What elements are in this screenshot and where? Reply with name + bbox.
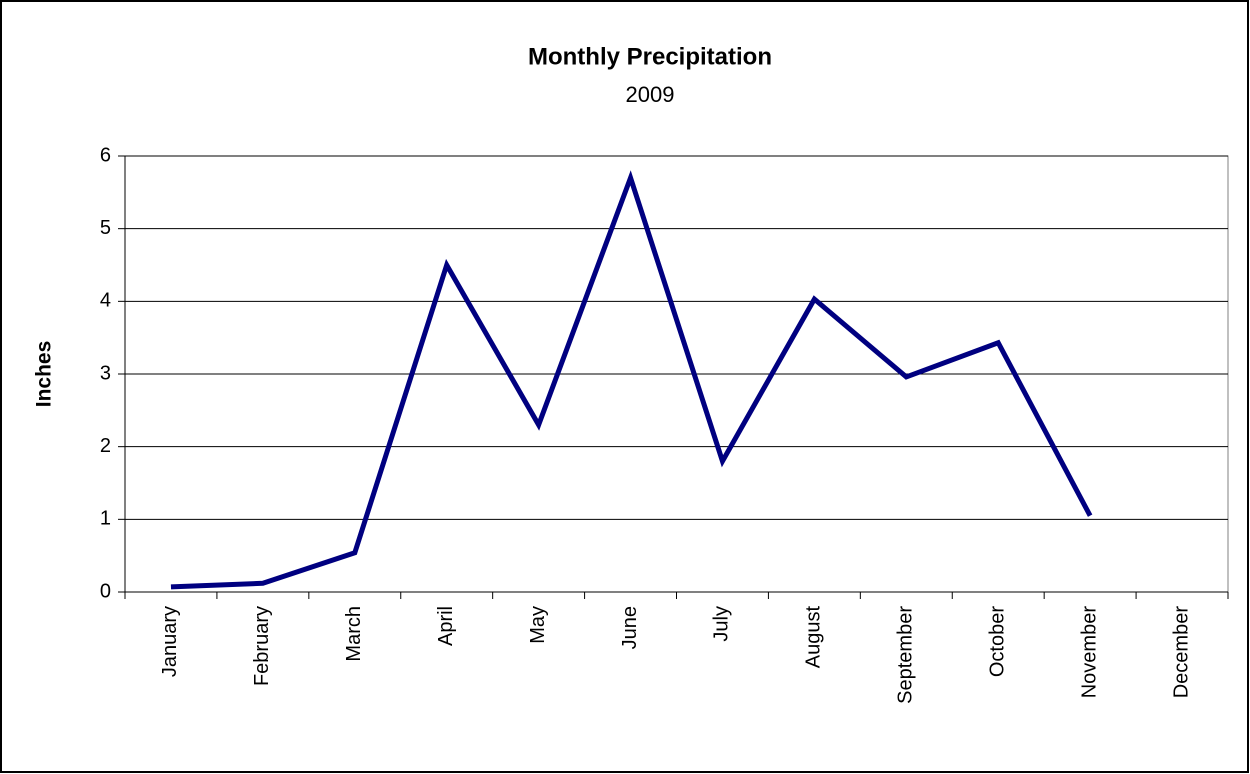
x-tick-label: December <box>1170 606 1192 699</box>
data-line <box>170 170 1093 590</box>
x-tick-label: October <box>986 606 1008 677</box>
y-axis-label: Inches <box>33 341 56 408</box>
x-tick-label: June <box>619 606 641 649</box>
x-tick-label: May <box>527 606 549 644</box>
x-tick-label: February <box>251 606 273 686</box>
x-tick-label: January <box>159 606 181 677</box>
x-tick-label: April <box>435 606 457 646</box>
x-tick-label: August <box>803 606 825 669</box>
x-tick-label: July <box>711 606 733 642</box>
y-tick-label: 6 <box>100 144 111 166</box>
chart-subtitle: 2009 <box>626 82 675 107</box>
y-tick-label: 3 <box>100 362 111 384</box>
x-tick-label: March <box>343 606 365 662</box>
chart-title: Monthly Precipitation <box>528 43 772 70</box>
y-tick-label: 2 <box>100 435 111 457</box>
y-tick-label: 0 <box>100 580 111 602</box>
y-tick-label: 5 <box>100 217 111 239</box>
x-tick-label: November <box>1078 606 1100 699</box>
x-tick-label: September <box>895 606 917 704</box>
y-tick-label: 1 <box>100 508 111 530</box>
y-tick-label: 4 <box>100 290 111 312</box>
